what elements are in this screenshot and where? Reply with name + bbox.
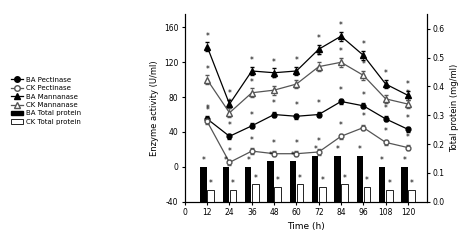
Text: *: * — [269, 150, 273, 160]
Legend: BA Pectinase, CK Pectinase, BA Mannanase, CK Mannanase, BA Total protein, CK Tot: BA Pectinase, CK Pectinase, BA Mannanase… — [8, 74, 84, 128]
Text: *: * — [336, 145, 339, 154]
Text: *: * — [272, 75, 276, 84]
Text: *: * — [205, 65, 209, 74]
Text: *: * — [228, 147, 231, 156]
Text: *: * — [228, 121, 231, 130]
Text: *: * — [365, 176, 369, 186]
Text: *: * — [402, 156, 406, 165]
Bar — [223, 167, 229, 202]
Y-axis label: Total protein (mg/ml): Total protein (mg/ml) — [450, 64, 459, 152]
Text: *: * — [209, 179, 213, 188]
Text: *: * — [228, 98, 231, 107]
Text: *: * — [410, 179, 413, 188]
Text: *: * — [384, 69, 388, 78]
Text: *: * — [313, 145, 317, 154]
Bar — [230, 190, 237, 202]
Text: *: * — [250, 56, 254, 65]
Text: *: * — [254, 174, 257, 183]
Bar — [290, 161, 296, 202]
Text: *: * — [250, 78, 254, 87]
Text: *: * — [384, 84, 388, 93]
Bar — [356, 156, 363, 202]
Text: *: * — [406, 80, 410, 89]
Bar — [312, 156, 319, 202]
Text: *: * — [406, 89, 410, 98]
X-axis label: Time (h): Time (h) — [287, 222, 325, 231]
Text: *: * — [272, 99, 276, 108]
Text: *: * — [272, 139, 276, 148]
Text: *: * — [294, 69, 298, 78]
Text: *: * — [362, 40, 365, 49]
Text: *: * — [224, 156, 228, 165]
Text: *: * — [384, 127, 388, 136]
Text: *: * — [339, 47, 343, 56]
Text: *: * — [317, 52, 321, 60]
Text: *: * — [339, 86, 343, 95]
Text: *: * — [339, 21, 343, 30]
Text: *: * — [406, 132, 410, 142]
Text: *: * — [246, 156, 250, 165]
Text: *: * — [384, 104, 388, 113]
Bar — [245, 167, 252, 202]
Text: *: * — [294, 101, 298, 110]
Bar — [341, 184, 348, 202]
Text: *: * — [317, 34, 321, 43]
Bar — [401, 167, 408, 202]
Bar — [319, 187, 326, 202]
Text: *: * — [294, 139, 298, 148]
Text: *: * — [362, 60, 365, 69]
Bar — [334, 156, 341, 202]
Bar — [252, 184, 259, 202]
Text: *: * — [231, 179, 235, 188]
Text: *: * — [358, 145, 362, 154]
Bar — [379, 167, 385, 202]
Bar — [297, 184, 303, 202]
Text: *: * — [317, 99, 321, 108]
Bar — [408, 190, 415, 202]
Bar — [201, 167, 207, 202]
Text: *: * — [362, 91, 365, 100]
Text: *: * — [317, 137, 321, 146]
Text: *: * — [205, 106, 209, 115]
Text: *: * — [380, 156, 384, 165]
Text: *: * — [387, 179, 391, 188]
Text: *: * — [201, 156, 206, 165]
Text: *: * — [298, 174, 302, 183]
Text: *: * — [320, 176, 324, 186]
Text: *: * — [291, 150, 295, 160]
Y-axis label: Enzyme activity (U/ml): Enzyme activity (U/ml) — [150, 60, 159, 156]
Bar — [386, 190, 392, 202]
Text: *: * — [343, 174, 346, 183]
Text: *: * — [250, 111, 254, 120]
Text: *: * — [294, 56, 298, 65]
Text: *: * — [406, 114, 410, 123]
Bar — [274, 187, 281, 202]
Bar — [208, 190, 214, 202]
Text: *: * — [228, 89, 231, 98]
Text: *: * — [339, 121, 343, 130]
Text: *: * — [362, 113, 365, 121]
Text: *: * — [205, 104, 209, 113]
Text: *: * — [205, 31, 209, 41]
Bar — [267, 161, 274, 202]
Text: *: * — [250, 136, 254, 145]
Text: *: * — [272, 58, 276, 67]
Bar — [364, 187, 370, 202]
Text: *: * — [276, 176, 280, 186]
